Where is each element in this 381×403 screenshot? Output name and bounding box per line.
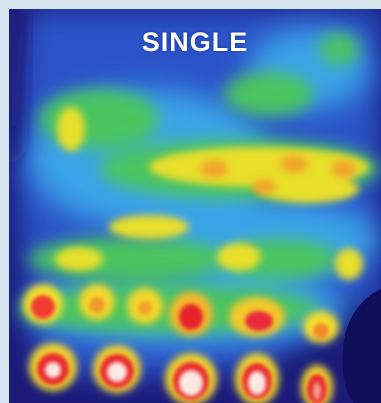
image-label: SINGLE — [141, 27, 249, 57]
pressure-heatmap — [9, 9, 381, 403]
heatmap-frame: SINGLE — [9, 9, 381, 403]
